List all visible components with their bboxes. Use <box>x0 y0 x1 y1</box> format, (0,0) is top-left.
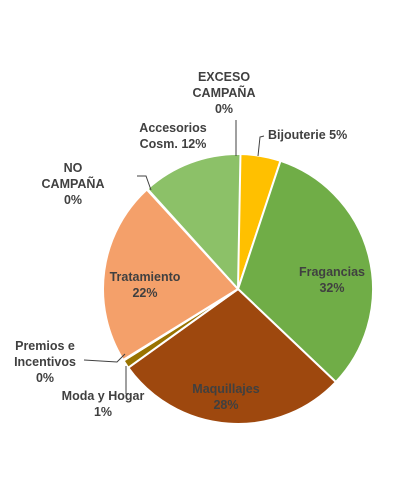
data-label-line: 28% <box>213 398 238 412</box>
data-label-line: CAMPAÑA <box>42 176 105 191</box>
data-label-line: 0% <box>215 102 233 116</box>
data-label-line: Maquillajes <box>192 382 259 396</box>
data-label-accesorios-cosm: Accesorios Cosm. 12% <box>139 121 206 151</box>
leader-line-bijouterie <box>257 135 265 157</box>
data-label-tratamiento: Tratamiento 22% <box>110 270 181 300</box>
data-label-no-campana: NO CAMPAÑA 0% <box>42 161 105 207</box>
data-label-maquillajes: Maquillajes 28% <box>192 382 259 412</box>
leader-line-premios-e-incentivos <box>83 353 126 363</box>
leader-lines-group <box>83 120 265 394</box>
data-label-premios-e-incentivos: Premios e Incentivos 0% <box>14 339 76 385</box>
labels-group: EXCESO CAMPAÑA 0%Bijouterie 5%Fragancias 32… <box>14 70 365 419</box>
data-label-line: 0% <box>64 193 82 207</box>
leader-line-no-campana <box>137 175 152 191</box>
data-label-moda-y-hogar: Moda y Hogar 1% <box>62 389 145 419</box>
data-label-bijouterie: Bijouterie 5% <box>268 128 347 142</box>
slice-maquillajes <box>127 288 337 425</box>
data-label-line: Bijouterie 5% <box>268 128 347 142</box>
data-label-fragancias: Fragancias 32% <box>299 265 365 295</box>
data-label-line: Premios e <box>15 339 75 353</box>
data-label-line: Fragancias <box>299 265 365 279</box>
data-label-line: Tratamiento <box>110 270 181 284</box>
data-label-line: 22% <box>132 286 157 300</box>
data-label-line: CAMPAÑA <box>193 85 256 100</box>
data-label-line: Moda y Hogar <box>62 389 145 403</box>
data-label-exceso-campana: EXCESO CAMPAÑA 0% <box>193 70 256 116</box>
data-label-line: 1% <box>94 405 112 419</box>
data-label-line: 32% <box>319 281 344 295</box>
data-label-line: EXCESO <box>198 70 250 84</box>
slice-tratamiento <box>102 188 239 361</box>
data-label-line: NO <box>64 161 83 175</box>
data-label-line: 0% <box>36 371 54 385</box>
data-label-line: Cosm. 12% <box>140 137 207 151</box>
slice-fragancias <box>237 159 374 384</box>
slices-group <box>102 152 374 425</box>
data-label-line: Accesorios <box>139 121 206 135</box>
data-label-line: Incentivos <box>14 355 76 369</box>
